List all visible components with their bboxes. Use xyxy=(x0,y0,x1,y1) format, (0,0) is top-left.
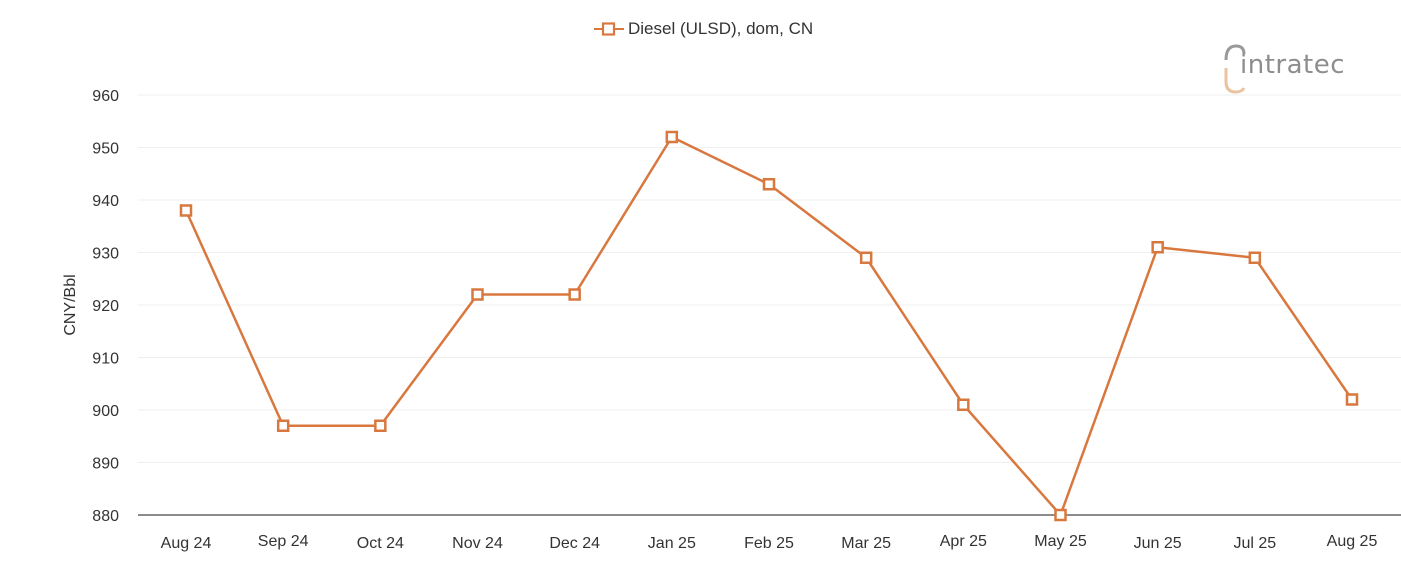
y-tick-label: 930 xyxy=(92,246,119,263)
data-point-marker[interactable] xyxy=(179,204,193,217)
logo-text: intratec xyxy=(1240,50,1346,80)
data-point-marker[interactable] xyxy=(1248,251,1262,264)
x-tick-label: Aug 24 xyxy=(161,535,212,552)
y-tick-label: 910 xyxy=(92,351,119,368)
intratec-logo-icon xyxy=(1224,44,1246,94)
x-tick-label: Oct 24 xyxy=(357,535,404,552)
legend[interactable]: Diesel (ULSD), dom, CN xyxy=(594,18,813,40)
y-tick-label: 950 xyxy=(92,141,119,158)
data-point-marker[interactable] xyxy=(276,419,290,432)
x-tick-label: Apr 25 xyxy=(940,533,987,550)
legend-label: Diesel (ULSD), dom, CN xyxy=(628,19,814,38)
data-point-marker[interactable] xyxy=(1054,508,1067,522)
x-tick-label: Jul 25 xyxy=(1233,535,1276,552)
x-tick-label: Aug 25 xyxy=(1327,533,1378,550)
x-tick-label: Sep 24 xyxy=(258,533,309,550)
data-point-marker[interactable] xyxy=(568,288,581,301)
y-axis-label: CNY/Bbl xyxy=(62,274,79,335)
data-point-marker[interactable] xyxy=(374,419,387,432)
data-point-marker[interactable] xyxy=(859,251,873,264)
x-tick-label: Dec 24 xyxy=(549,535,600,552)
x-tick-label: May 25 xyxy=(1034,533,1087,550)
y-tick-label: 940 xyxy=(92,193,119,210)
data-point-marker[interactable] xyxy=(665,130,679,144)
gridlines xyxy=(138,94,1401,463)
data-point-marker[interactable] xyxy=(957,398,970,411)
y-tick-label: 880 xyxy=(92,508,119,525)
series-diesel xyxy=(179,130,1359,522)
series-line xyxy=(184,135,1354,517)
x-tick-label: Jan 25 xyxy=(648,535,696,552)
y-tick-label: 920 xyxy=(92,298,119,315)
data-point-marker[interactable] xyxy=(471,288,484,301)
data-point-marker[interactable] xyxy=(762,178,776,191)
y-tick-label: 960 xyxy=(92,88,119,105)
y-tick-label: 900 xyxy=(92,403,119,420)
data-point-marker[interactable] xyxy=(1345,393,1359,406)
y-axis-ticks: 960 950 940 930 920 910 900 890 880 xyxy=(92,88,119,525)
x-tick-label: Nov 24 xyxy=(452,535,503,552)
y-tick-label: 890 xyxy=(92,456,119,473)
data-point-marker[interactable] xyxy=(1151,241,1164,254)
x-axis-ticks: Aug 24 Sep 24 Oct 24 Nov 24 Dec 24 Jan 25 Feb … xyxy=(161,533,1378,552)
x-tick-label: Jun 25 xyxy=(1134,535,1182,552)
legend-square-marker-icon xyxy=(594,22,624,36)
x-tick-label: Mar 25 xyxy=(841,535,891,552)
x-tick-label: Feb 25 xyxy=(744,535,794,552)
